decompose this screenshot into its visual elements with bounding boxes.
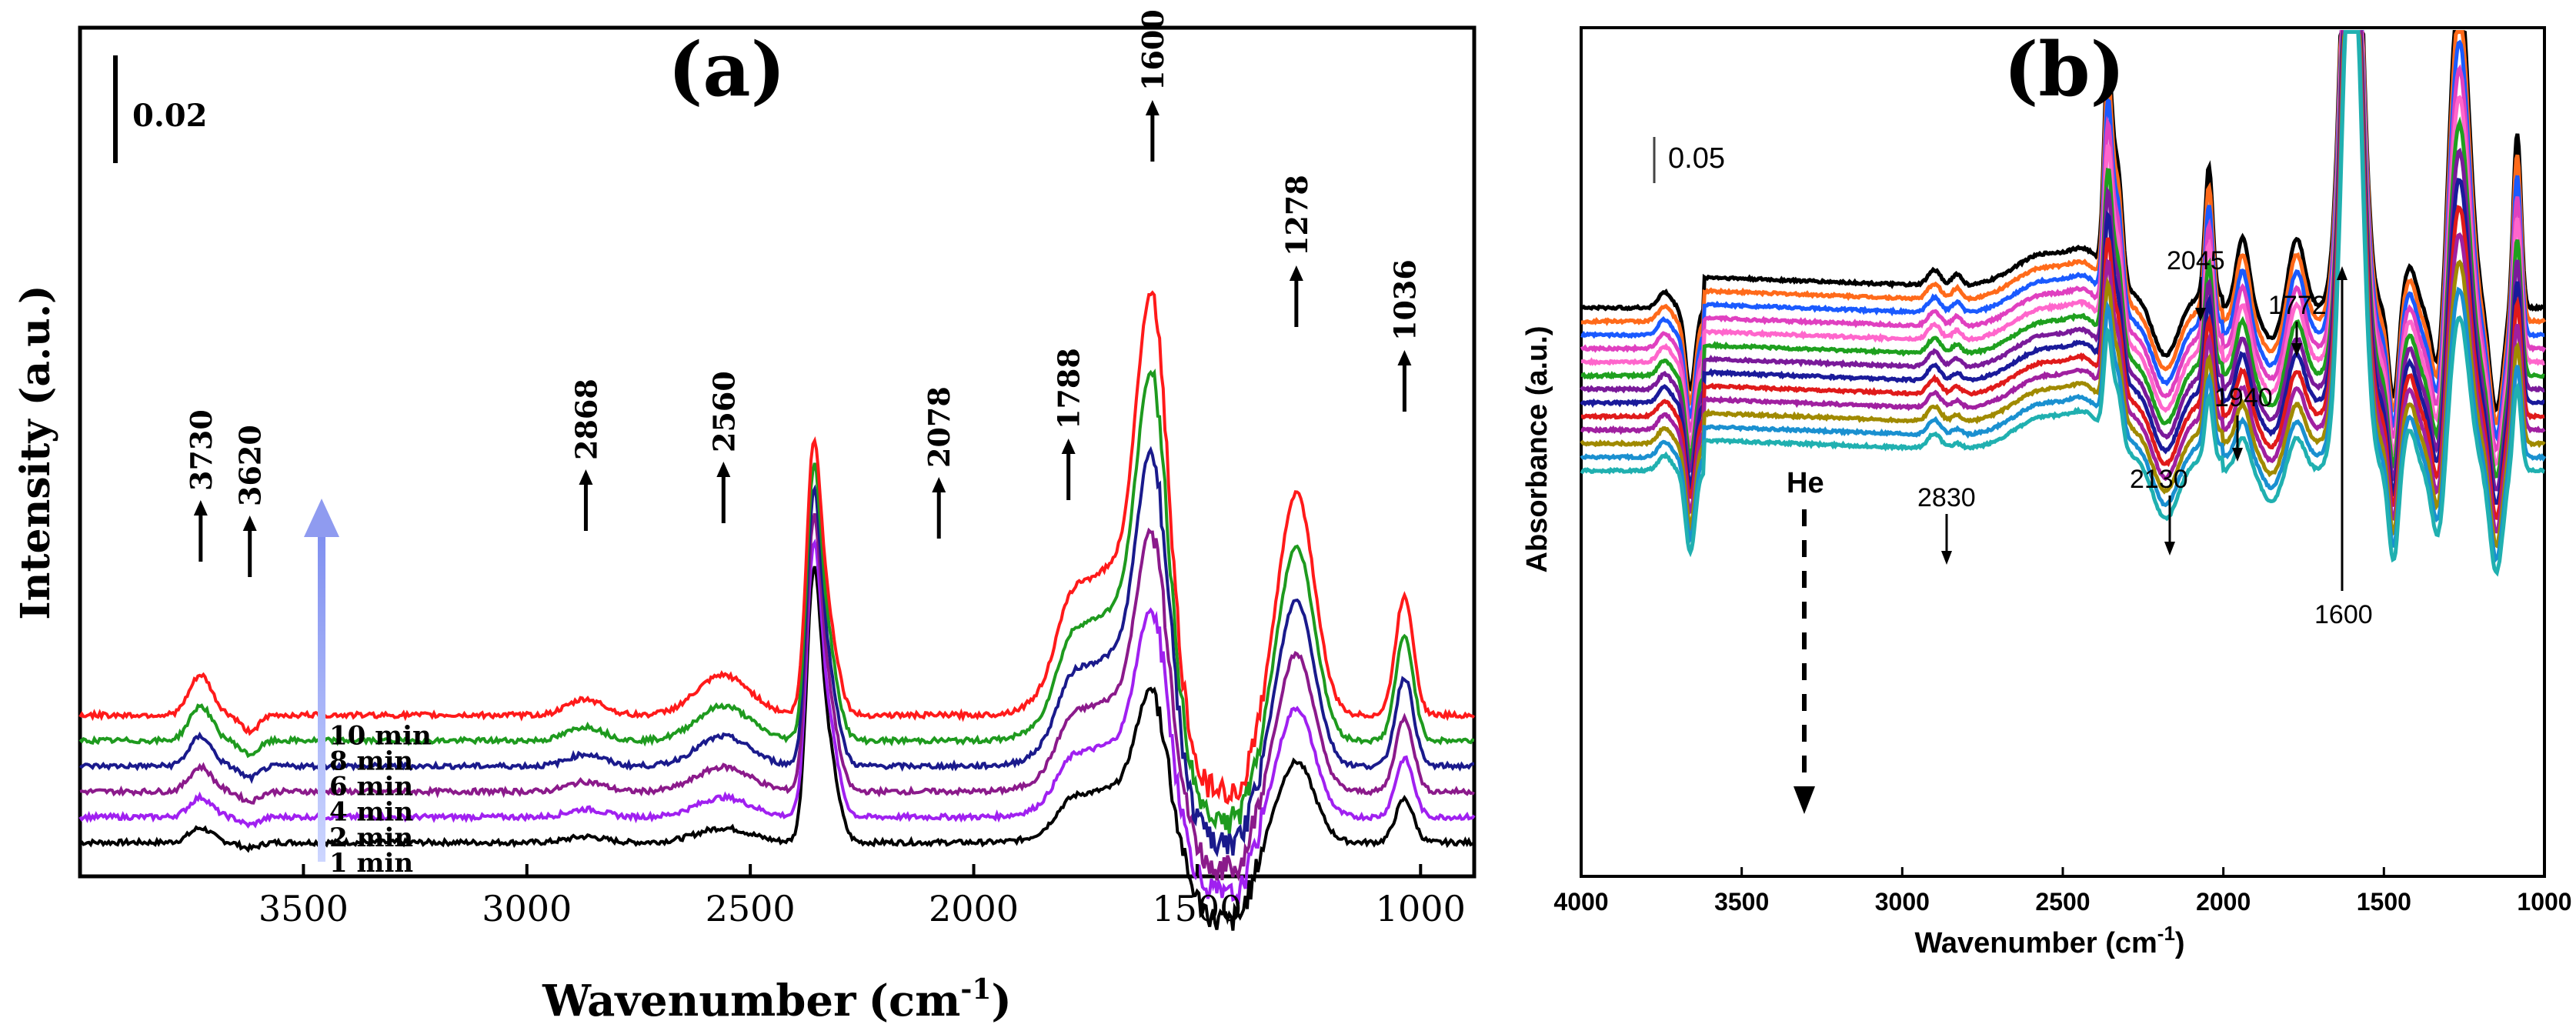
panel-b-peak-1600-head <box>2337 266 2347 280</box>
panel-a-peak-label: 3730 <box>184 409 219 491</box>
panel-a-series-3 <box>78 445 1474 858</box>
panel-a-series-label: 1 min <box>329 848 413 879</box>
panel-b-xlabel: Wavenumber (cm-1) <box>1914 922 2184 959</box>
panel-b-he-arrow-head <box>1794 786 1815 814</box>
panel-b-peak-2130: 2130 <box>2130 465 2188 494</box>
panel-a-xtick-label: 2000 <box>929 888 1019 929</box>
panel-b-peak-1772-head <box>2291 343 2302 357</box>
panel-a-series-label: 4 min <box>329 797 413 828</box>
panel-a-xtick-label: 1500 <box>1152 888 1242 929</box>
panel-a-series-2 <box>79 512 1475 882</box>
panel-b-label: (b) <box>2004 26 2125 113</box>
panel-b-xtick-label: 2500 <box>2035 888 2090 916</box>
panel-a-series-label: 8 min <box>329 746 413 777</box>
panel-b-series-0 <box>1580 30 2545 414</box>
panel-b-series <box>1580 30 2547 577</box>
panel-b-xtick-label: 1000 <box>2517 888 2571 916</box>
panel-a-ylabel: Intensity (a.u.) <box>12 285 59 619</box>
panel-b-series-7 <box>1580 30 2545 505</box>
panel-a-xlabel-sup: -1 <box>960 973 991 1006</box>
panel-a-xlabel-text: Wavenumber <box>542 976 857 1026</box>
panel-b-peak-1940-head <box>2232 448 2243 462</box>
panel-b-xtick-label: 3000 <box>1875 888 1930 916</box>
panel-b-peak-1940: 1940 <box>2214 383 2273 412</box>
panel-b: 4000 3500 3000 2500 2000 1500 1000 0.05 (b) Ab… <box>1521 26 2572 959</box>
panel-b-series-5 <box>1580 30 2545 479</box>
panel-a-peak-label: 2868 <box>569 379 603 460</box>
panel-b-peak-2130-head <box>2164 542 2175 556</box>
panel-a-series-1 <box>78 539 1476 905</box>
panel-b-he-label: He <box>1787 467 1824 499</box>
panel-a-series-label: 2 min <box>329 822 413 853</box>
panel-a: 3500 3000 2500 2000 1500 1000 3730 3620 2868 256… <box>12 9 1477 1026</box>
panel-b-peak-2830-head <box>1941 551 1952 565</box>
panel-a-peak-arrowhead <box>1289 265 1303 281</box>
panel-b-series-6 <box>1580 30 2545 492</box>
panel-a-xtick-label: 3000 <box>482 888 572 929</box>
panel-b-series-3 <box>1580 30 2547 453</box>
panel-a-xtick-label: 3500 <box>259 888 349 929</box>
panel-a-peak-annotations: 3730 3620 2868 2560 2078 1788 1600 1278 1036 <box>184 9 1422 577</box>
panel-a-scale-label: 0.02 <box>132 98 207 134</box>
panel-b-series-11 <box>1580 30 2547 563</box>
panel-b-peak-1600: 1600 <box>2314 600 2373 629</box>
panel-a-xlabel: Wavenumber (cm-1) <box>542 973 1012 1026</box>
panel-a-peak-label: 3620 <box>233 425 268 506</box>
time-arrow-shaft <box>318 531 325 862</box>
panel-a-peak-label: 1278 <box>1280 175 1314 256</box>
panel-a-peak-arrowhead <box>193 500 208 516</box>
panel-b-peak-2045-head <box>2195 308 2206 322</box>
panel-a-series-5 <box>78 290 1476 805</box>
panel-b-series-8 <box>1580 30 2545 521</box>
panel-b-peak-2830: 2830 <box>1917 483 1976 512</box>
panel-b-xtick-label: 2000 <box>2196 888 2251 916</box>
panel-a-peak-label: 2560 <box>706 371 741 452</box>
panel-a-peak-label: 1036 <box>1387 259 1422 341</box>
panel-b-series-2 <box>1580 30 2545 443</box>
panel-a-series-label: 10 min <box>329 720 432 751</box>
panel-a-xlabel-close: ) <box>991 976 1012 1026</box>
panel-a-peak-arrowhead <box>579 469 593 485</box>
panel-a-x-axis: 3500 3000 2500 2000 1500 1000 <box>259 864 1466 929</box>
panel-b-series-1 <box>1581 30 2547 425</box>
panel-a-peak-arrowhead <box>242 516 257 531</box>
panel-a-frame <box>78 25 1477 879</box>
panel-a-label: (a) <box>668 26 786 113</box>
panel-a-peak-arrowhead <box>1145 100 1160 115</box>
time-arrow-head <box>304 499 339 537</box>
panel-b-xtick-label: 4000 <box>1553 888 1608 916</box>
panel-a-series-0 <box>79 566 1475 931</box>
panel-a-series-4 <box>78 369 1475 834</box>
panel-a-peak-arrowhead <box>932 477 946 492</box>
panel-a-peak-label: 1788 <box>1052 348 1086 429</box>
panel-b-xlabel-close: ) <box>2175 927 2185 959</box>
panel-b-series-12 <box>1580 30 2545 577</box>
panel-b-peak-1772: 1772 <box>2268 291 2327 320</box>
panel-b-series-10 <box>1580 30 2546 549</box>
panel-b-ylabel: Absorbance (a.u.) <box>1521 326 1553 573</box>
panel-a-xlabel-unit: (cm <box>869 976 961 1026</box>
panel-b-xlabel-text: Wavenumber (cm <box>1914 927 2157 959</box>
panel-a-series <box>78 290 1476 931</box>
panel-b-x-axis: 4000 3500 3000 2500 2000 1500 1000 <box>1553 867 2572 916</box>
panel-b-peak-2045: 2045 <box>2167 246 2225 275</box>
panel-b-xtick-label: 1500 <box>2357 888 2411 916</box>
panel-a-xtick-label: 2500 <box>706 888 796 929</box>
panel-a-peak-arrowhead <box>716 462 731 477</box>
panel-a-series-label: 6 min <box>329 772 413 802</box>
panel-a-xtick-label: 1000 <box>1376 888 1466 929</box>
panel-b-xlabel-sup: -1 <box>2157 922 2175 945</box>
panel-b-xtick-label: 3500 <box>1714 888 1769 916</box>
panel-a-peak-label: 1600 <box>1136 9 1170 91</box>
panel-a-peak-label: 2078 <box>922 386 956 468</box>
panel-b-series-9 <box>1580 30 2546 534</box>
panel-b-series-4 <box>1581 30 2545 468</box>
panel-a-peak-arrowhead <box>1061 439 1076 454</box>
panel-a-peak-arrowhead <box>1397 350 1412 365</box>
panel-b-scale-label: 0.05 <box>1668 142 1725 175</box>
